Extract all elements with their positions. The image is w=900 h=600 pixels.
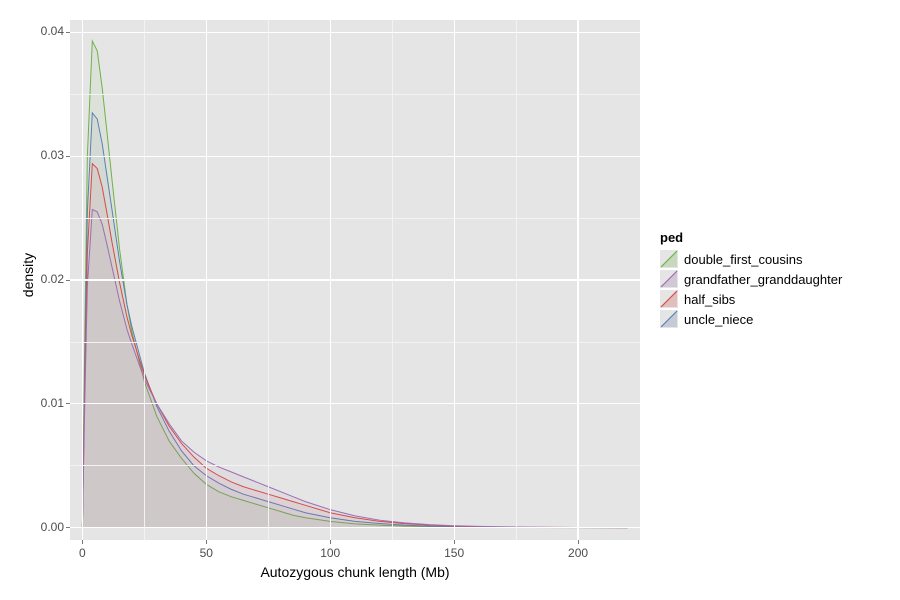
y-tick [66,156,70,157]
x-tick-label: 100 [315,546,345,560]
legend-item-uncle_niece: uncle_niece [660,309,842,329]
grid-minor-horizontal [70,94,640,95]
x-tick-label: 150 [439,546,469,560]
grid-major-horizontal [70,403,640,404]
grid-major-horizontal [70,279,640,280]
y-tick [66,527,70,528]
x-tick-label: 0 [67,546,97,560]
x-tick [454,540,455,544]
legend-item-double_first_cousins: double_first_cousins [660,249,842,269]
x-tick [330,540,331,544]
x-tick [578,540,579,544]
y-tick-label: 0.02 [26,272,64,286]
x-tick [206,540,207,544]
legend-label: uncle_niece [684,312,753,327]
legend-swatch-uncle_niece [660,310,678,328]
grid-minor-horizontal [70,218,640,219]
x-tick-label: 50 [191,546,221,560]
legend-item-half_sibs: half_sibs [660,289,842,309]
legend-label: half_sibs [684,292,735,307]
y-tick [66,280,70,281]
grid-major-horizontal [70,32,640,33]
legend-label: grandfather_granddaughter [684,272,842,287]
grid-major-horizontal [70,156,640,157]
x-tick-label: 200 [563,546,593,560]
y-tick-label: 0.01 [26,396,64,410]
grid-major-horizontal [70,527,640,528]
y-tick [66,32,70,33]
y-tick [66,403,70,404]
legend: ped double_first_cousins grandfather_gran… [660,230,842,329]
x-tick [82,540,83,544]
y-tick-label: 0.04 [26,24,64,38]
y-tick-label: 0.03 [26,148,64,162]
grid-minor-horizontal [70,465,640,466]
legend-label: double_first_cousins [684,252,803,267]
legend-item-grandfather_granddaughter: grandfather_granddaughter [660,269,842,289]
legend-title: ped [660,230,842,245]
legend-swatch-grandfather_granddaughter [660,270,678,288]
y-tick-label: 0.00 [26,520,64,534]
grid-minor-horizontal [70,342,640,343]
legend-swatch-half_sibs [660,290,678,308]
legend-swatch-double_first_cousins [660,250,678,268]
density-area-grandfather_granddaughter [82,209,627,527]
x-axis-title: Autozygous chunk length (Mb) [70,564,640,580]
